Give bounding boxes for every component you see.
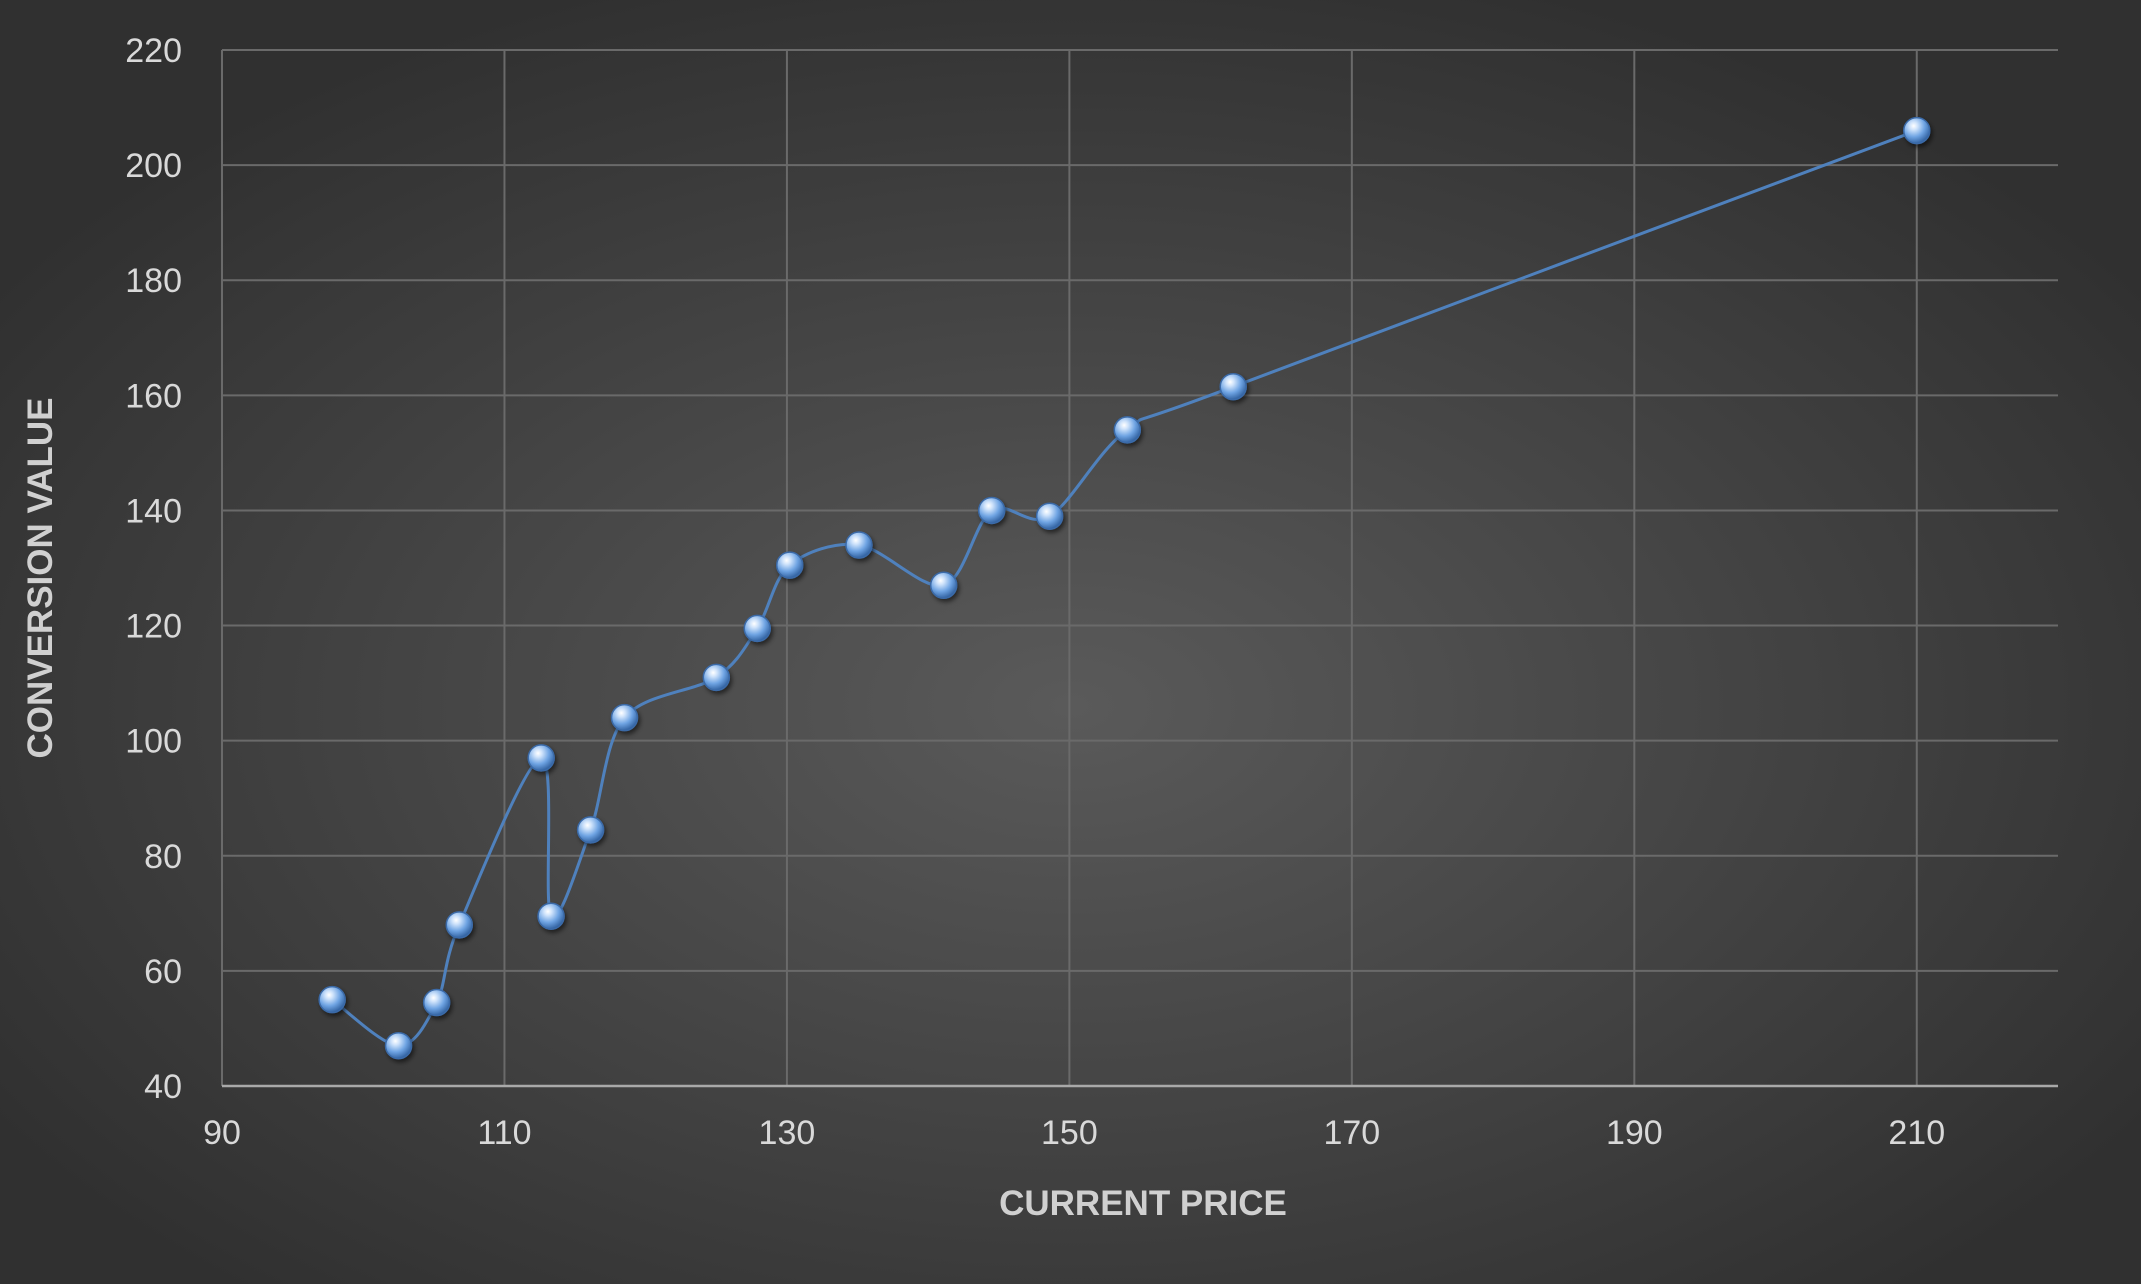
x-tick-label: 210 (1888, 1114, 1945, 1152)
y-tick-label: 80 (144, 838, 182, 876)
x-tick-label: 110 (477, 1114, 531, 1152)
data-point (929, 571, 958, 600)
x-tick-label: 130 (759, 1114, 816, 1152)
x-tick-label: 170 (1323, 1114, 1380, 1152)
x-axis-title: CURRENT PRICE (999, 1184, 1287, 1223)
data-point (775, 551, 804, 579)
data-point (1035, 502, 1064, 530)
y-tick-label: 120 (125, 608, 182, 646)
data-point (610, 703, 639, 732)
y-tick-label: 160 (125, 377, 182, 415)
data-point (1903, 116, 1931, 145)
data-point (743, 614, 772, 643)
data-series (318, 116, 1931, 1060)
y-tick-label: 60 (144, 953, 182, 991)
y-tick-label: 200 (125, 147, 182, 185)
data-point (384, 1031, 413, 1060)
data-point (537, 902, 565, 930)
gridlines (221, 49, 2058, 1086)
y-axis-title: CONVERSION VALUE (21, 397, 60, 758)
y-tick-label: 100 (125, 723, 182, 761)
x-tick-label: 90 (203, 1114, 241, 1152)
data-point (702, 663, 731, 692)
data-point (445, 911, 474, 939)
data-point (527, 744, 555, 772)
data-point (977, 496, 1006, 525)
series-line (331, 129, 1918, 1048)
data-point (422, 988, 451, 1017)
data-point (1219, 372, 1247, 401)
data-point (1113, 416, 1142, 444)
x-tick-label: 190 (1606, 1114, 1663, 1152)
y-tick-label: 220 (125, 32, 182, 70)
data-point (845, 531, 873, 559)
y-tick-label: 40 (144, 1068, 182, 1106)
y-tick-label: 180 (125, 262, 182, 300)
tick-labels: 40 60 80 100 120 140 160 180 200 220 90 110 130 150 17… (125, 32, 1945, 1152)
y-tick-label: 140 (125, 492, 182, 530)
data-point (318, 985, 346, 1014)
data-point (576, 816, 605, 844)
x-tick-label: 150 (1041, 1114, 1098, 1152)
